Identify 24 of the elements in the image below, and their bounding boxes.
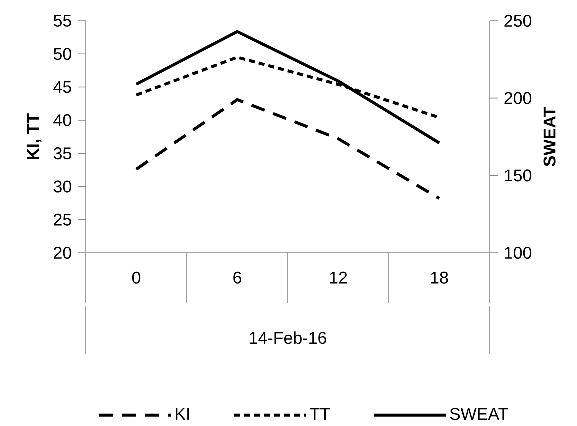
y-tick-label: 35 bbox=[54, 148, 72, 160]
legend-label: SWEAT bbox=[450, 408, 508, 420]
legend-label: KI bbox=[176, 408, 190, 420]
x-axis-title: 14-Feb-16 bbox=[250, 332, 326, 344]
y2-tick-label: 150 bbox=[505, 170, 532, 182]
line-series bbox=[135, 30, 442, 145]
x-tick-label: 6 bbox=[234, 272, 242, 284]
y2-tick-label: 100 bbox=[505, 246, 532, 260]
y2-tick-label: 250 bbox=[504, 14, 532, 28]
y2-axis-title: SWEAT bbox=[544, 107, 556, 167]
y-tick-label: 25 bbox=[54, 214, 72, 226]
legend-label: TT bbox=[310, 408, 330, 420]
x-tick-label: 12 bbox=[330, 272, 348, 284]
y-axis-title: KI, TT bbox=[27, 114, 42, 160]
y-tick-label: 20 bbox=[54, 246, 72, 260]
y-tick-label: 45 bbox=[54, 81, 72, 94]
y2-tick-label: 200 bbox=[504, 92, 532, 104]
line-series bbox=[135, 98, 442, 200]
y-tick-label: 30 bbox=[54, 180, 72, 193]
y-tick-label: 55 bbox=[54, 15, 72, 27]
y-tick-label: 40 bbox=[54, 114, 72, 126]
x-tick-label: 18 bbox=[431, 272, 448, 284]
x-tick-label: 0 bbox=[132, 272, 141, 284]
y-tick-label: 50 bbox=[54, 48, 72, 60]
